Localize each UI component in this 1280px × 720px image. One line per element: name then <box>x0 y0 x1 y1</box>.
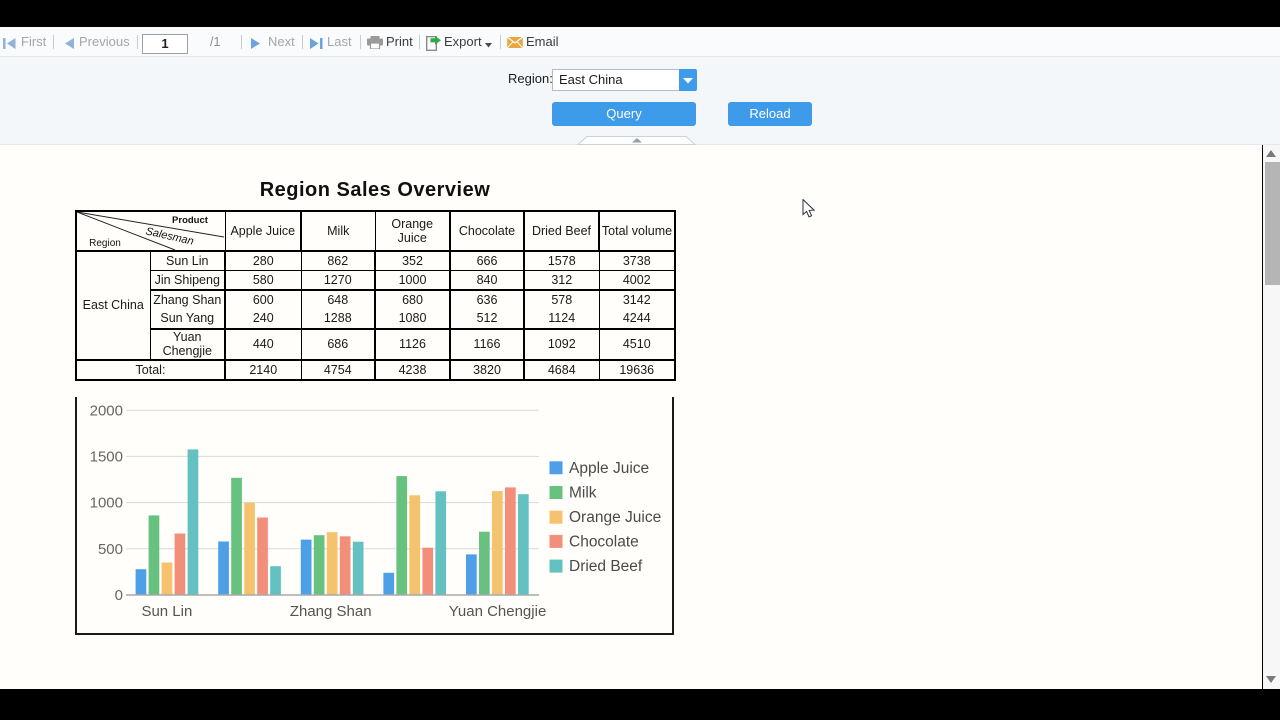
svg-text:2000: 2000 <box>90 402 123 419</box>
svg-text:0: 0 <box>115 587 123 604</box>
svg-text:Zhang Shan: Zhang Shan <box>290 603 372 620</box>
svg-text:Product: Product <box>172 215 209 226</box>
svg-text:Dried Beef: Dried Beef <box>569 558 643 575</box>
svg-text:Milk: Milk <box>569 485 597 502</box>
svg-text:500: 500 <box>98 541 123 558</box>
svg-text:Apple Juice: Apple Juice <box>569 460 649 477</box>
svg-text:Sun Lin: Sun Lin <box>141 603 192 620</box>
svg-text:Region: Region <box>89 238 121 249</box>
svg-text:Chocolate: Chocolate <box>569 533 639 550</box>
svg-text:1500: 1500 <box>90 448 123 465</box>
svg-text:1000: 1000 <box>90 495 123 512</box>
svg-text:Orange Juice: Orange Juice <box>569 509 661 526</box>
svg-text:Salesman: Salesman <box>144 225 194 247</box>
svg-text:Yuan Chengjie: Yuan Chengjie <box>449 603 547 620</box>
